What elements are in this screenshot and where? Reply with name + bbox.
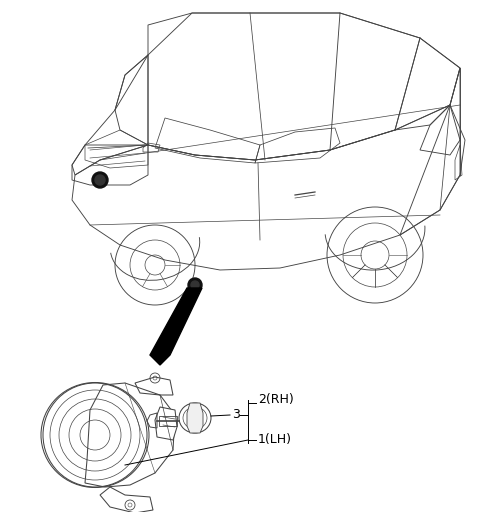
Circle shape bbox=[92, 172, 108, 188]
Text: 2(RH): 2(RH) bbox=[258, 394, 294, 407]
Circle shape bbox=[188, 278, 202, 292]
Polygon shape bbox=[187, 403, 203, 433]
Circle shape bbox=[191, 414, 199, 422]
Text: 1(LH): 1(LH) bbox=[258, 434, 292, 446]
Circle shape bbox=[191, 281, 199, 289]
Text: 3: 3 bbox=[232, 409, 240, 421]
Polygon shape bbox=[150, 288, 202, 365]
Polygon shape bbox=[155, 407, 177, 440]
Circle shape bbox=[95, 175, 105, 185]
